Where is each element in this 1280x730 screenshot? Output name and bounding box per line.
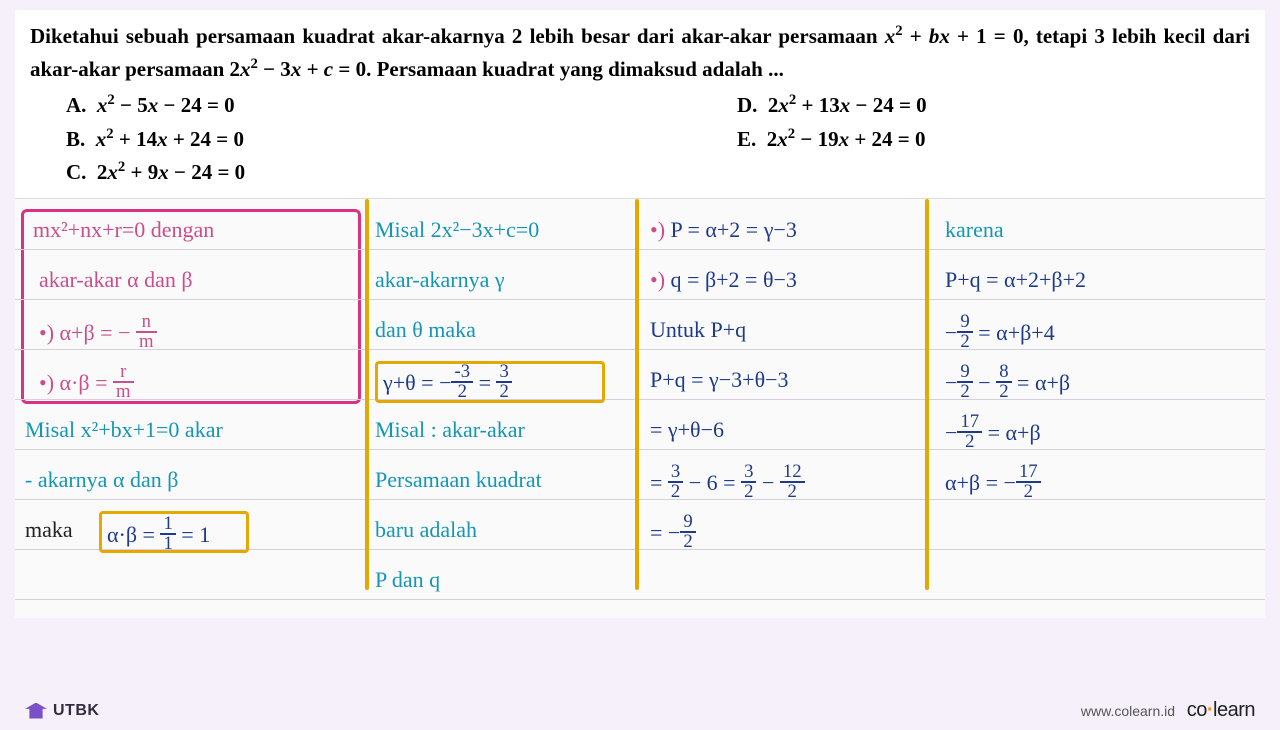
hw-c3e: = γ+θ−6 xyxy=(650,417,724,443)
c3b-final: •) q = β+2 = θ−3 xyxy=(650,267,797,293)
c3a-final: •) P = α+2 = γ−3 xyxy=(650,217,797,243)
hw-c1g-pre: maka xyxy=(25,517,73,543)
option-e-text: 2x2 − 19x + 24 = 0 xyxy=(767,127,926,151)
option-d-text: 2x2 + 13x − 24 = 0 xyxy=(768,93,927,117)
option-c-text: 2x2 + 9x − 24 = 0 xyxy=(97,160,245,184)
footer: UTBK www.colearn.id co·learn xyxy=(25,699,1255,722)
hw-c2f: Persamaan kuadrat xyxy=(375,467,542,493)
hw-c3d: P+q = γ−3+θ−3 xyxy=(650,367,789,393)
hw-c1b: akar-akar α dan β xyxy=(39,267,193,293)
hw-c1e: Misal x²+bx+1=0 akar xyxy=(25,417,223,443)
hw-c3c: Untuk P+q xyxy=(650,317,746,343)
problem-stem: Diketahui sebuah persamaan kuadrat akar-… xyxy=(30,20,1250,85)
utbk-label: UTBK xyxy=(53,702,99,720)
hw-c2c: dan θ maka xyxy=(375,317,476,343)
hw-c4a: karena xyxy=(945,217,1004,243)
hw-c2a: Misal 2x²−3x+c=0 xyxy=(375,217,539,243)
hw-c2e: Misal : akar-akar xyxy=(375,417,525,443)
option-b-text: x2 + 14x + 24 = 0 xyxy=(96,127,244,151)
hw-c4b: P+q = α+2+β+2 xyxy=(945,267,1086,293)
bullet-icon: •) xyxy=(650,217,665,242)
bullet-icon: •) xyxy=(650,267,665,292)
options-right: D. 2x2 + 13x − 24 = 0 E. 2x2 − 19x + 24 … xyxy=(701,89,1250,190)
problem-box: Diketahui sebuah persamaan kuadrat akar-… xyxy=(15,10,1265,198)
yellow-box xyxy=(375,361,605,403)
options-row: A. x2 − 5x − 24 = 0 B. x2 + 14x + 24 = 0… xyxy=(30,89,1250,190)
hw-c2b: akar-akarnya γ xyxy=(375,267,505,293)
option-e: E. 2x2 − 19x + 24 = 0 xyxy=(701,123,1250,157)
option-a: A. x2 − 5x − 24 = 0 xyxy=(30,89,701,123)
hw-c2h: P dan q xyxy=(375,567,440,593)
option-c: C. 2x2 + 9x − 24 = 0 xyxy=(30,156,701,190)
hw-c1a: mx²+nx+r=0 dengan xyxy=(33,217,214,243)
option-d: D. 2x2 + 13x − 24 = 0 xyxy=(701,89,1250,123)
option-b: B. x2 + 14x + 24 = 0 xyxy=(30,123,701,157)
hw-c2g: baru adalah xyxy=(375,517,477,543)
site-url: www.colearn.id xyxy=(1081,703,1175,719)
handwriting-area: mx²+nx+r=0 dengan akar-akar α dan β •) α… xyxy=(15,198,1265,618)
option-a-text: x2 − 5x − 24 = 0 xyxy=(97,93,235,117)
yellow-box xyxy=(99,511,249,553)
utbk-tag: UTBK xyxy=(25,702,99,720)
brand: www.colearn.id co·learn xyxy=(1081,699,1255,722)
graduation-cap-icon xyxy=(25,703,47,719)
hw-c1f: - akarnya α dan β xyxy=(25,467,178,493)
options-left: A. x2 − 5x − 24 = 0 B. x2 + 14x + 24 = 0… xyxy=(30,89,701,190)
